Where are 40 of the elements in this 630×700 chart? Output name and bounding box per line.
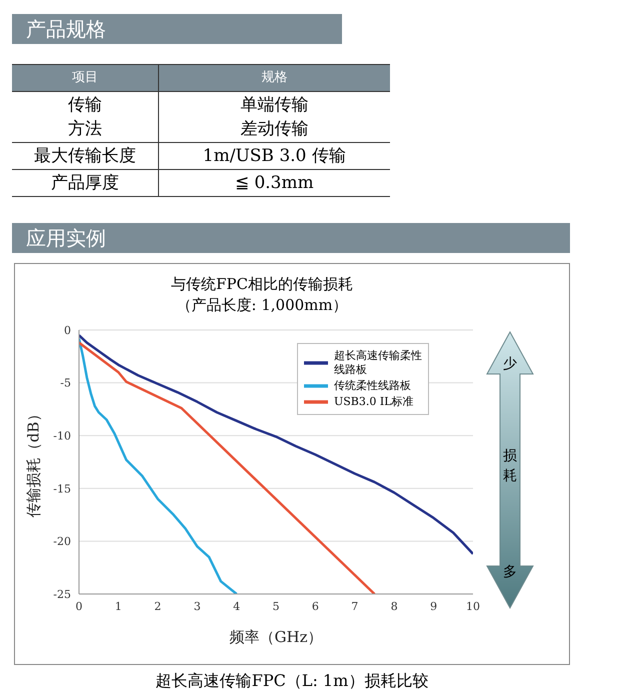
y-tick-label: -5: [60, 376, 71, 390]
text: 传输方法: [66, 94, 103, 141]
chart-subtitle: （产品长度: 1,000mm）: [175, 295, 349, 316]
y-tick-label: 0: [64, 324, 71, 337]
x-tick-label: 2: [154, 600, 162, 613]
y-axis-title: 传输损耗（dB）: [24, 406, 42, 518]
text: 损耗: [502, 447, 518, 486]
text: 规格: [261, 69, 288, 87]
x-tick-label: 6: [312, 600, 319, 613]
x-tick-label: 4: [233, 600, 240, 613]
text: 最大传输长度: [34, 145, 136, 168]
x-tick-label: 0: [76, 600, 82, 613]
text: ≦ 0.3mm: [234, 172, 314, 195]
text: 单端传输差动传输: [239, 94, 310, 141]
x-tick-label: 1: [114, 600, 122, 613]
legend-label: USB3.0 IL标准: [334, 395, 414, 409]
text: 产品厚度: [50, 172, 119, 195]
x-axis-title: 频率（GHz）: [230, 628, 322, 646]
x-tick-label: 7: [351, 600, 358, 613]
text: 多: [502, 563, 518, 582]
y-tick-label: -20: [53, 535, 71, 548]
line-series: [79, 334, 473, 556]
x-tick-label: 5: [272, 600, 280, 613]
y-tick-label: -15: [53, 482, 71, 496]
text: 少: [502, 355, 518, 374]
chart-title: 与传统FPC相比的传输损耗: [170, 274, 354, 295]
x-tick-label: 8: [390, 600, 398, 613]
legend-label: 传统柔性线路板: [334, 379, 411, 393]
text: 超长高速传输FPC（L: 1m）损耗比较: [154, 671, 430, 692]
text: 产品规格: [12, 14, 342, 44]
x-tick-label: 9: [430, 600, 438, 613]
x-tick-label: 10: [466, 600, 480, 613]
legend-label: 超长高速传输柔性线路板: [334, 349, 422, 377]
text: 项目: [72, 69, 98, 87]
text: 1m/USB 3.0 传输: [202, 145, 346, 168]
x-tick-label: 3: [194, 600, 201, 613]
line-series: [79, 337, 238, 594]
y-tick-label: -10: [53, 430, 71, 443]
text: 应用实例: [12, 223, 570, 253]
y-tick-label: -25: [53, 588, 71, 601]
